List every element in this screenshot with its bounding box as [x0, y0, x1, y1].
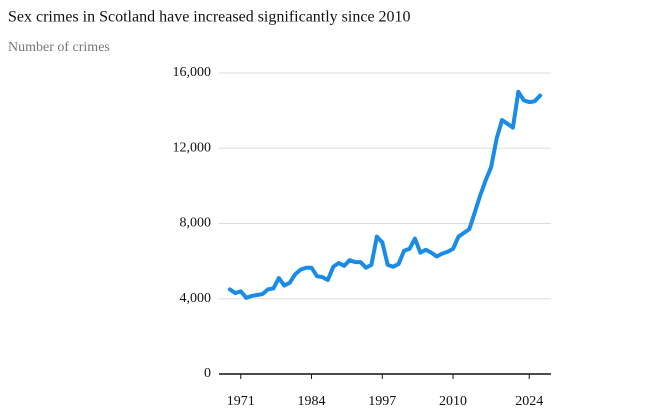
chart-subtitle: Number of crimes: [8, 40, 110, 55]
x-tick-label: 1997: [368, 394, 396, 409]
y-tick-label: 4,000: [180, 291, 212, 306]
data-line: [227, 89, 543, 300]
y-tick-label: 8,000: [180, 216, 212, 231]
x-tick-label: 2010: [439, 394, 467, 409]
x-tick-label: 2024: [515, 394, 543, 409]
y-tick-label: 0: [204, 366, 211, 381]
chart-title: Sex crimes in Scotland have increased si…: [8, 9, 411, 26]
x-tick-label: 1984: [298, 394, 326, 409]
y-tick-label: 16,000: [173, 65, 212, 80]
y-tick-label: 12,000: [173, 140, 212, 155]
x-tick-label: 1971: [227, 394, 255, 409]
